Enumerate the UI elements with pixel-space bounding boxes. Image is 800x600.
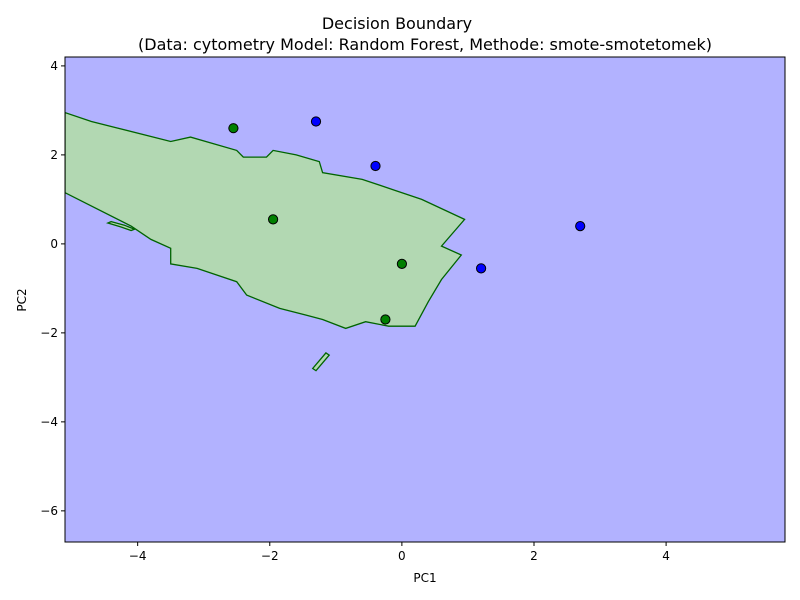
decision-region-3 bbox=[105, 220, 137, 232]
x-tick-label: 2 bbox=[530, 549, 538, 563]
y-tick-label: −2 bbox=[40, 326, 58, 340]
data-point-green bbox=[380, 314, 391, 325]
y-axis-label: PC2 bbox=[15, 288, 29, 311]
data-point-green bbox=[268, 214, 279, 225]
data-point-green bbox=[396, 258, 407, 269]
chart-title: Decision Boundary bbox=[322, 14, 472, 33]
decision-region-2 bbox=[311, 352, 331, 372]
decision-region-1 bbox=[65, 111, 466, 330]
data-point-blue bbox=[370, 160, 381, 172]
x-tick-label: 4 bbox=[662, 549, 670, 563]
y-tick-label: 0 bbox=[50, 237, 58, 251]
y-tick-label: 4 bbox=[50, 59, 58, 73]
plot-frame bbox=[64, 56, 786, 543]
y-tick-label: −6 bbox=[40, 504, 58, 518]
x-tick-label: −2 bbox=[261, 549, 279, 563]
y-tick-label: 2 bbox=[50, 148, 58, 162]
x-axis-label: PC1 bbox=[413, 571, 436, 585]
x-tick-label: 0 bbox=[398, 549, 406, 563]
chart-subtitle: (Data: cytometry Model: Random Forest, M… bbox=[138, 35, 712, 54]
data-point-blue bbox=[575, 221, 586, 232]
y-tick-label: −4 bbox=[40, 415, 58, 429]
data-point-blue bbox=[310, 116, 322, 127]
data-point-blue bbox=[476, 263, 487, 274]
x-tick-label: −4 bbox=[129, 549, 147, 563]
data-point-green bbox=[228, 123, 239, 134]
